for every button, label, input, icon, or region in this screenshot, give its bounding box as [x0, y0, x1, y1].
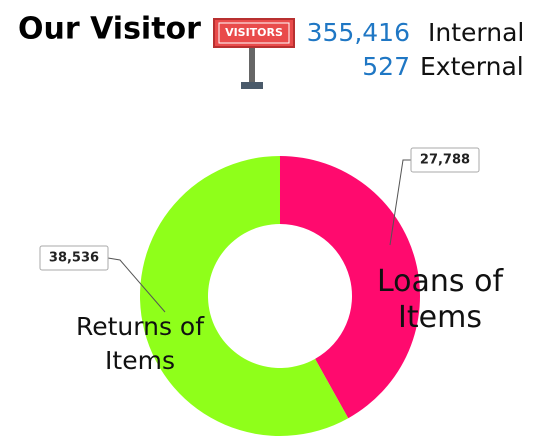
sign-board: [213, 18, 295, 48]
sign-pole: [249, 46, 255, 82]
donut-slice: [139, 156, 349, 436]
title: Our Visitor: [18, 12, 201, 47]
sign-text: VISITORS: [225, 26, 283, 39]
value-label: 27,788: [420, 153, 470, 168]
leader-line: [107, 257, 166, 313]
visitor-sign: VISITORS: [213, 18, 295, 89]
stat-label: External: [420, 52, 524, 81]
value-label-box: [410, 147, 480, 173]
donut-slice: [280, 156, 420, 419]
stat-number: 355,416: [307, 18, 410, 47]
value-label-box: [39, 245, 109, 271]
donut-chart: 27,788 Loans of Items 38,536 Returns of Items: [39, 147, 504, 436]
stat-number: 527: [362, 52, 410, 81]
category-label: Loans of Items: [377, 264, 504, 335]
sign-base: [241, 82, 263, 89]
category-label: Returns of Items: [76, 312, 205, 375]
sign-border: [218, 22, 290, 44]
stat-label: Internal: [428, 18, 524, 47]
value-label: 38,536: [49, 251, 99, 266]
